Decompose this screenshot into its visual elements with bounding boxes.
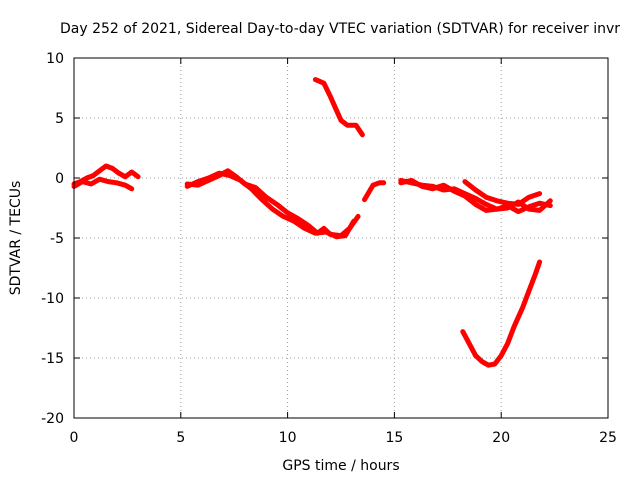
y-tick-label: 0 [55,171,64,187]
y-tick-label: -5 [50,231,64,247]
y-tick-label: 10 [46,51,64,67]
chart-title: Day 252 of 2021, Sidereal Day-to-day VTE… [60,21,620,37]
x-tick-label: 5 [176,430,185,446]
series-line-segment-5c [462,179,543,207]
x-tick-label: 0 [70,430,79,446]
series-line-segment-3 [312,77,365,138]
y-axis-label: SDTVAR / TECUs [8,181,24,296]
series-line-segment-4 [362,180,387,203]
y-tick-label: -20 [41,411,64,427]
series-line-segment-2b [184,170,357,240]
y-tick-label: -15 [41,351,64,367]
x-axis-label: GPS time / hours [282,458,399,474]
series-layer [71,77,553,368]
series-line-segment-1b [71,176,135,192]
y-tick-label: 5 [55,111,64,127]
x-tick-label: 25 [599,430,617,446]
series-line-segment-1a [71,163,141,187]
grid-layer [74,58,608,418]
x-tick-label: 20 [492,430,510,446]
series-line-segment-2a [184,168,361,239]
x-tick-label: 10 [279,430,297,446]
series-line-segment-6 [460,259,543,368]
y-tick-label: -10 [41,291,64,307]
tick-layer: 0 5 10 15 20 25 -20 -15 -10 -5 0 5 10 [41,51,617,446]
x-tick-label: 15 [385,430,403,446]
series-line-segment-5b [398,177,553,215]
